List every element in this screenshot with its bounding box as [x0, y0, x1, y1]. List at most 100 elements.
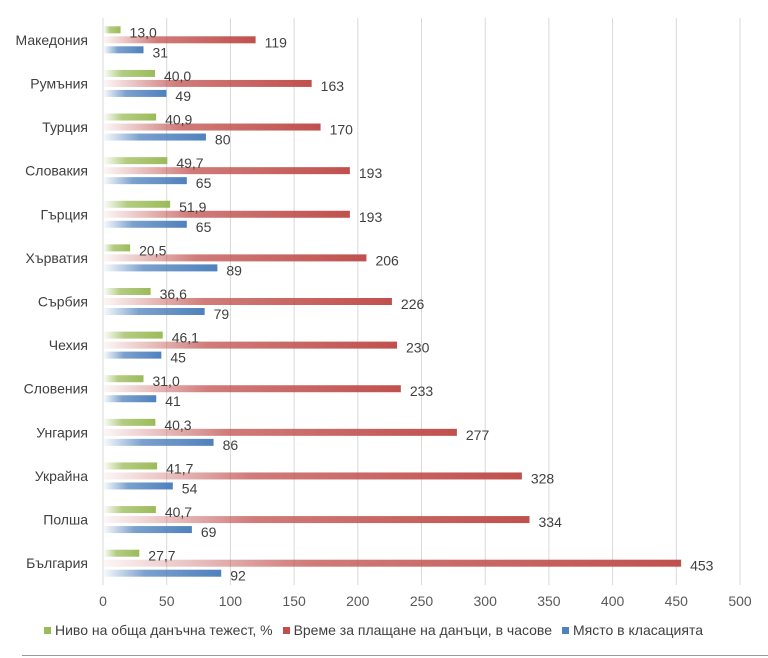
data-label: 226 [401, 296, 425, 312]
data-label: 86 [223, 437, 239, 453]
x-tick-label: 150 [282, 593, 306, 609]
bar-time-to-pay [104, 210, 350, 218]
legend-label: Място в класацията [573, 622, 703, 638]
data-label: 20,5 [139, 242, 166, 258]
bar-time-to-pay [104, 516, 530, 524]
data-label: 79 [214, 306, 230, 322]
bar-time-to-pay [104, 123, 321, 131]
bar-time-to-pay [104, 36, 256, 44]
bar-tax-burden [104, 462, 158, 470]
category-label: Гърция [40, 206, 88, 222]
data-label: 40,3 [164, 417, 191, 433]
category-label: Словакия [25, 163, 88, 179]
x-tick-label: 0 [99, 593, 107, 609]
legend-label: Ниво на обща данъчна тежест, % [55, 622, 273, 638]
x-tick-label: 450 [665, 593, 689, 609]
data-label: 31,0 [152, 373, 179, 389]
data-labels: 13,0 119 31 40,0 163 49 40,9 170 80 49,7 193 65 51,9… [130, 24, 714, 583]
bar-ranking [104, 89, 167, 97]
bar-tax-burden [104, 506, 156, 514]
data-label: 89 [226, 262, 242, 278]
legend-item-ranking[interactable]: Място в класацията [562, 622, 703, 638]
data-label: 41,7 [166, 460, 193, 476]
x-tick-label: 200 [346, 593, 370, 609]
category-label: Македония [16, 32, 88, 48]
x-tick-label: 300 [474, 593, 498, 609]
data-label: 193 [359, 209, 383, 225]
bar-ranking [104, 308, 205, 315]
bar-chart: Македония Румъния Турция Словакия Гърция Хърв… [16, 18, 752, 609]
bar-ranking [104, 133, 206, 141]
data-label: 80 [215, 132, 231, 148]
bar-tax-burden [104, 69, 155, 77]
data-label: 334 [539, 514, 563, 530]
data-label: 277 [466, 427, 490, 443]
category-label: Полша [43, 512, 88, 528]
bar-ranking [104, 220, 187, 228]
data-label: 40,9 [165, 112, 192, 128]
x-tick-label: 50 [159, 593, 175, 609]
data-label: 49,7 [176, 155, 203, 171]
x-tick-label: 100 [219, 593, 243, 609]
data-label: 206 [375, 252, 399, 268]
data-label: 51,9 [179, 199, 206, 215]
bar-tax-burden [104, 244, 131, 252]
category-labels: Македония Румъния Турция Словакия Гърция Хърв… [16, 32, 89, 571]
bar-tax-burden [104, 26, 121, 34]
data-label: 13,0 [130, 24, 157, 40]
data-label: 49 [175, 88, 191, 104]
bar-ranking [104, 351, 162, 359]
bars [104, 26, 682, 577]
legend-swatch-blue [562, 626, 569, 634]
legend-item-tax-burden[interactable]: Ниво на обща данъчна тежест, % [44, 622, 273, 638]
data-label: 69 [201, 524, 217, 540]
bar-ranking [104, 264, 218, 272]
bar-time-to-pay [104, 79, 312, 87]
data-label: 230 [406, 340, 430, 356]
bar-tax-burden [104, 157, 168, 165]
data-label: 40,7 [165, 504, 192, 520]
data-label: 193 [359, 165, 383, 181]
bar-time-to-pay [104, 559, 682, 567]
legend-item-time-to-pay[interactable]: Време за плащане на данъци, в часове [282, 622, 552, 638]
bar-ranking [104, 177, 187, 185]
data-label: 36,6 [160, 286, 187, 302]
data-label: 92 [230, 568, 246, 584]
x-axis-ticks: 0 50 100 150 200 250 300 350 400 450 500 [99, 593, 752, 609]
data-label: 328 [531, 470, 555, 486]
legend: Ниво на обща данъчна тежест, % Време за … [44, 622, 703, 638]
category-label: Румъния [30, 75, 88, 91]
bar-time-to-pay [104, 298, 392, 305]
data-label: 45 [170, 350, 186, 366]
bar-tax-burden [104, 375, 144, 383]
data-label: 119 [265, 34, 288, 50]
bar-ranking [104, 438, 214, 446]
bar-tax-burden [104, 549, 140, 557]
bar-ranking [104, 526, 192, 534]
data-label: 54 [182, 480, 198, 496]
data-label: 27,7 [148, 548, 175, 564]
category-label: България [26, 555, 88, 571]
data-label: 65 [196, 219, 212, 235]
legend-label: Време за плащане на данъци, в часове [293, 622, 552, 638]
bar-ranking [104, 46, 144, 54]
data-label: 31 [152, 44, 168, 60]
bar-tax-burden [104, 200, 171, 208]
bar-time-to-pay [104, 385, 401, 393]
data-label: 65 [196, 175, 212, 191]
data-label: 170 [330, 122, 354, 138]
category-label: Турция [42, 119, 88, 135]
x-tick-label: 500 [728, 593, 752, 609]
data-label: 46,1 [172, 330, 199, 346]
category-label: Словения [24, 381, 88, 397]
bar-tax-burden [104, 418, 156, 426]
x-tick-label: 350 [537, 593, 561, 609]
data-label: 453 [690, 558, 714, 574]
data-label: 233 [410, 383, 434, 399]
x-tick-label: 400 [601, 593, 625, 609]
category-label: Украйна [35, 468, 89, 484]
category-label: Хърватия [26, 250, 88, 266]
category-label: Чехия [49, 337, 88, 353]
x-tick-label: 250 [410, 593, 434, 609]
legend-swatch-red [282, 626, 290, 634]
